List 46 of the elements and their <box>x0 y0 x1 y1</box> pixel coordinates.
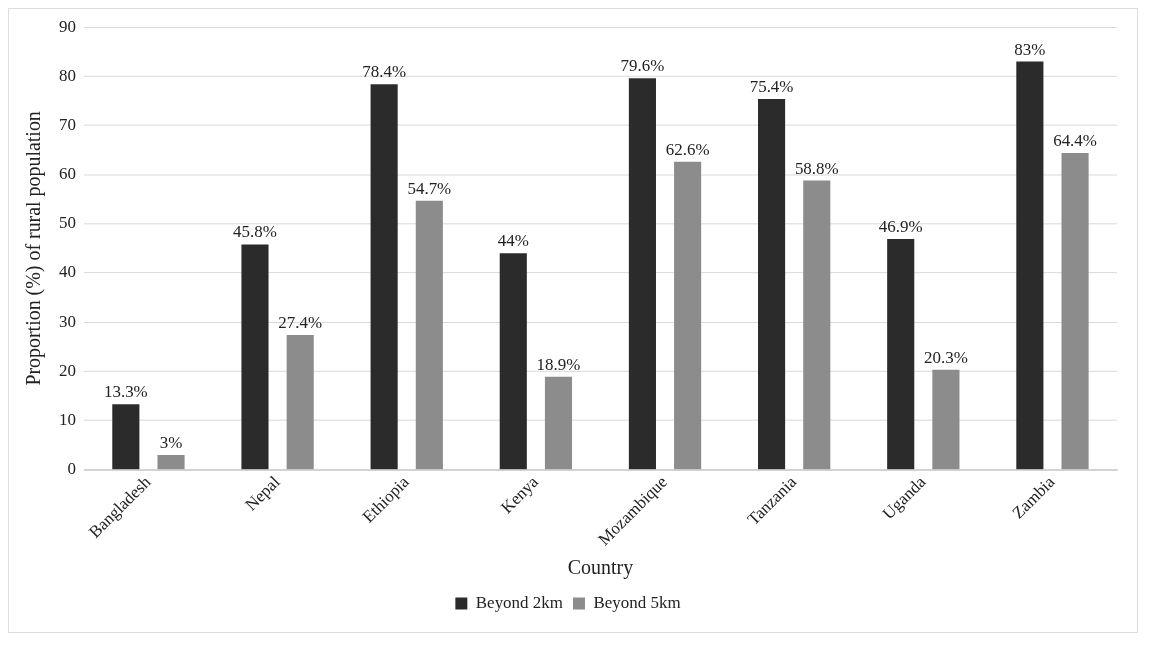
data-label: 3% <box>159 432 183 452</box>
y-tick-label: 10 <box>58 409 76 429</box>
bar <box>1016 61 1044 470</box>
bar <box>887 239 915 470</box>
data-label: 79.6% <box>620 56 665 76</box>
data-label: 75.4% <box>749 76 794 96</box>
bar <box>415 200 443 470</box>
data-label: 46.9% <box>878 217 923 237</box>
bar <box>499 253 527 470</box>
data-label: 20.3% <box>924 347 968 367</box>
bar <box>932 369 960 470</box>
legend-label: Beyond 5km <box>593 593 681 613</box>
y-axis-title: Proportion (%) of rural population <box>22 111 46 386</box>
x-axis-title: Country <box>567 556 634 580</box>
bar <box>112 404 140 470</box>
data-label: 64.4% <box>1053 131 1097 150</box>
data-label: 27.4% <box>278 312 323 332</box>
bar <box>674 161 702 470</box>
bar <box>286 334 314 470</box>
data-label: 54.7% <box>407 178 452 198</box>
y-tick-label: 0 <box>67 459 76 479</box>
bar <box>758 98 786 470</box>
data-label: 13.3% <box>103 382 148 402</box>
bar <box>628 78 656 470</box>
data-label: 44% <box>497 231 529 251</box>
bar <box>803 180 831 470</box>
y-tick-label: 60 <box>58 164 76 184</box>
bar <box>157 454 185 470</box>
y-tick-label: 30 <box>58 311 76 331</box>
y-tick-label: 90 <box>58 16 76 36</box>
y-tick-label: 40 <box>58 262 76 282</box>
data-label: 78.4% <box>362 62 407 82</box>
bar <box>370 84 398 470</box>
data-label: 62.6% <box>665 139 710 159</box>
bar <box>544 376 573 470</box>
data-label: 58.8% <box>794 158 839 178</box>
y-tick-label: 70 <box>58 114 76 134</box>
bar <box>241 244 269 470</box>
data-label: 18.9% <box>536 354 581 374</box>
data-label: 45.8% <box>233 222 277 242</box>
legend-label: Beyond 2km <box>475 593 563 613</box>
y-tick-label: 20 <box>58 360 76 380</box>
data-label: 83% <box>1014 39 1046 59</box>
y-tick-label: 80 <box>58 65 76 85</box>
bar <box>1061 153 1089 470</box>
y-tick-label: 50 <box>58 213 76 233</box>
